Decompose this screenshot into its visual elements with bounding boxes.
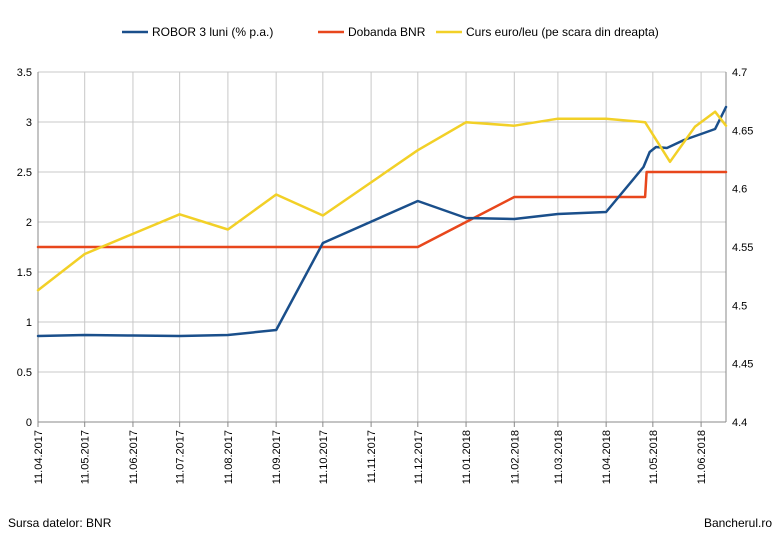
chart-legend: ROBOR 3 luni (% p.a.) Dobanda BNR Curs eur… <box>122 25 659 39</box>
x-tick-label: 11.06.2018 <box>696 430 708 484</box>
y-right-tick-label: 4.5 <box>732 300 747 312</box>
x-tick-label: 11.12.2017 <box>413 430 425 484</box>
x-tick-label: 11.03.2018 <box>553 430 565 484</box>
series-line-2 <box>36 110 728 292</box>
x-tick-label: 11.04.2018 <box>601 430 613 484</box>
source-note: Sursa datelor: BNR <box>8 516 112 530</box>
y-left-tick-label: 1.5 <box>17 267 32 279</box>
y-right-tick-label: 4.6 <box>732 184 747 196</box>
x-tick-label: 11.02.2018 <box>509 430 521 484</box>
y-left-tick-label: 0 <box>26 417 32 429</box>
x-tick-label: 11.05.2017 <box>80 430 92 484</box>
x-tick-label: 11.06.2017 <box>128 430 140 484</box>
y-left-tick-label: 3 <box>26 117 32 129</box>
legend-label-2: Curs euro/leu (pe scara din dreapta) <box>466 25 659 39</box>
y-left-tick-label: 1 <box>26 317 32 329</box>
site-brand: Bancherul.ro <box>703 516 772 530</box>
x-tick-label: 11.01.2018 <box>461 430 473 484</box>
chart-axes: 0 0.5 1 1.5 2 2.5 3 3.5 4.4 4.45 4.5 4.55 4.6 4.65 4.7… <box>17 67 754 484</box>
y-right-tick-label: 4.65 <box>732 125 753 137</box>
y-right-tick-label: 4.7 <box>732 67 747 79</box>
legend-label-1: Dobanda BNR <box>348 25 426 39</box>
y-right-tick-label: 4.45 <box>732 359 753 371</box>
x-tick-label: 11.10.2017 <box>318 430 330 484</box>
x-tick-label: 11.04.2017 <box>33 430 45 484</box>
x-tick-label: 11.09.2017 <box>271 430 283 484</box>
y-left-tick-label: 3.5 <box>17 67 32 79</box>
y-right-tick-label: 4.55 <box>732 242 753 254</box>
y-left-tick-label: 0.5 <box>17 367 32 379</box>
x-tick-label: 11.05.2018 <box>648 430 660 484</box>
x-tick-label: 11.08.2017 <box>223 430 235 484</box>
y-left-tick-label: 2 <box>26 217 32 229</box>
x-tick-label: 11.11.2017 <box>366 430 378 483</box>
y-right-tick-label: 4.4 <box>732 417 747 429</box>
y-left-tick-label: 2.5 <box>17 167 32 179</box>
legend-label-0: ROBOR 3 luni (% p.a.) <box>152 25 273 39</box>
series-line-0 <box>36 105 728 338</box>
x-tick-label: 11.07.2017 <box>175 430 187 484</box>
series-line-1 <box>36 170 728 249</box>
chart-series <box>36 105 728 338</box>
